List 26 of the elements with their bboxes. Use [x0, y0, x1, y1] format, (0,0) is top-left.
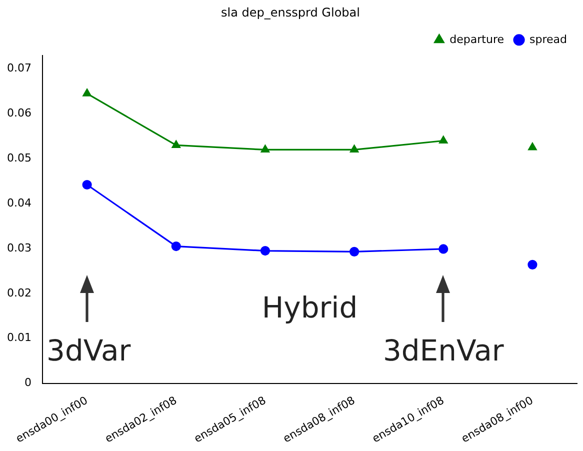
y-tick-label: 0.07 — [6, 62, 32, 75]
point — [260, 246, 270, 256]
point — [172, 140, 180, 148]
y-tick-label: 0.01 — [6, 331, 32, 344]
y-tick-label: 0.04 — [6, 196, 32, 210]
point — [82, 88, 92, 96]
annotation: 3dEnVar — [382, 333, 504, 368]
legend-label: departure — [450, 32, 504, 46]
y-tick-label: 0.02 — [6, 286, 32, 300]
point — [439, 136, 448, 144]
legend-label: spread — [530, 32, 568, 46]
point — [260, 144, 270, 153]
annotation: Hybrid — [262, 290, 358, 325]
annotation: 3dVar — [46, 333, 131, 368]
y-tick-label: 0.03 — [6, 241, 32, 254]
point — [438, 244, 448, 254]
y-tick-label: 0.06 — [6, 106, 32, 120]
point — [82, 180, 92, 190]
chart-title: sla dep_enssprd Global — [221, 5, 360, 20]
y-tick-label: 0 — [24, 376, 32, 390]
point — [171, 241, 181, 252]
point — [528, 260, 538, 270]
point — [350, 144, 359, 153]
point — [349, 246, 360, 256]
y-tick-label: 0.05 — [6, 152, 32, 165]
point — [528, 142, 537, 150]
